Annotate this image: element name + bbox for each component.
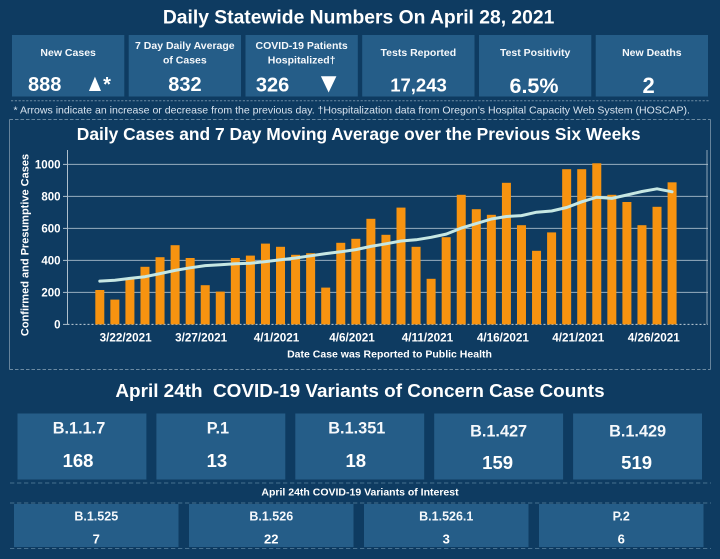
svg-text:3/27/2021: 3/27/2021 xyxy=(175,332,227,345)
svg-text:3/22/2021: 3/22/2021 xyxy=(100,332,152,345)
svg-text:4/16/2021: 4/16/2021 xyxy=(477,332,529,345)
svg-text:April 24th COVID-19 Variants: April 24th COVID-19 Variants of Concern … xyxy=(115,381,604,402)
svg-text:B.1.429: B.1.429 xyxy=(609,423,666,441)
svg-text:April 24th COVID-19 Variants o: April 24th COVID-19 Variants of Interest xyxy=(261,487,459,499)
svg-text:B.1.525: B.1.525 xyxy=(74,510,118,524)
svg-text:168: 168 xyxy=(63,450,94,471)
svg-text:17,243: 17,243 xyxy=(390,75,447,96)
svg-text:888: 888 xyxy=(28,74,61,96)
svg-text:13: 13 xyxy=(207,450,228,471)
svg-text:New Deaths: New Deaths xyxy=(622,47,682,59)
svg-text:519: 519 xyxy=(621,452,652,473)
svg-text:Hospitalized†: Hospitalized† xyxy=(268,55,336,67)
svg-text:4/21/2021: 4/21/2021 xyxy=(552,332,604,345)
svg-text:Test Positivity: Test Positivity xyxy=(500,47,571,59)
svg-text:Confirmed and Presumptive Case: Confirmed and Presumptive Cases xyxy=(20,154,32,336)
svg-text:0: 0 xyxy=(54,320,60,332)
svg-text:Date Case was Reported to Publ: Date Case was Reported to Public Health xyxy=(287,349,492,361)
svg-text:159: 159 xyxy=(482,452,513,473)
svg-text:7: 7 xyxy=(93,532,100,547)
svg-text:6: 6 xyxy=(618,532,625,547)
svg-text:1000: 1000 xyxy=(35,160,61,172)
svg-text:*: * xyxy=(103,74,111,96)
svg-text:22: 22 xyxy=(264,532,278,547)
svg-text:Daily Statewide Numbers On Apr: Daily Statewide Numbers On April 28, 202… xyxy=(163,8,555,29)
svg-text:2: 2 xyxy=(642,73,654,98)
svg-text:7 Day Daily Average: 7 Day Daily Average xyxy=(135,40,235,52)
svg-text:Tests Reported: Tests Reported xyxy=(381,47,457,59)
svg-text:4/1/2021: 4/1/2021 xyxy=(254,332,300,345)
svg-text:P.1: P.1 xyxy=(207,420,229,438)
svg-text:326: 326 xyxy=(256,75,289,97)
svg-text:200: 200 xyxy=(41,288,60,300)
svg-text:800: 800 xyxy=(41,192,60,204)
svg-text:B.1.526.1: B.1.526.1 xyxy=(419,510,473,524)
svg-text:832: 832 xyxy=(168,74,201,96)
svg-text:B.1.526: B.1.526 xyxy=(249,510,293,524)
svg-text:600: 600 xyxy=(41,224,60,236)
svg-text:New Cases: New Cases xyxy=(40,47,96,59)
svg-text:4/11/2021: 4/11/2021 xyxy=(402,332,454,345)
svg-text:18: 18 xyxy=(346,450,367,471)
svg-text:6.5%: 6.5% xyxy=(509,74,558,98)
svg-text:B.1.1.7: B.1.1.7 xyxy=(53,420,106,438)
svg-text:3: 3 xyxy=(443,532,450,547)
svg-text:4/6/2021: 4/6/2021 xyxy=(329,332,375,345)
svg-text:B.1.351: B.1.351 xyxy=(328,420,385,438)
svg-text:* Arrows indicate an increase: * Arrows indicate an increase or decreas… xyxy=(14,104,690,116)
svg-text:P.2: P.2 xyxy=(613,510,630,524)
svg-text:B.1.427: B.1.427 xyxy=(470,423,527,441)
svg-text:Daily Cases and 7 Day Moving A: Daily Cases and 7 Day Moving Average ove… xyxy=(77,124,641,144)
svg-text:of Cases: of Cases xyxy=(163,55,207,67)
svg-text:COVID-19 Patients: COVID-19 Patients xyxy=(256,40,348,52)
svg-text:4/26/2021: 4/26/2021 xyxy=(628,332,680,345)
svg-text:400: 400 xyxy=(41,256,60,268)
